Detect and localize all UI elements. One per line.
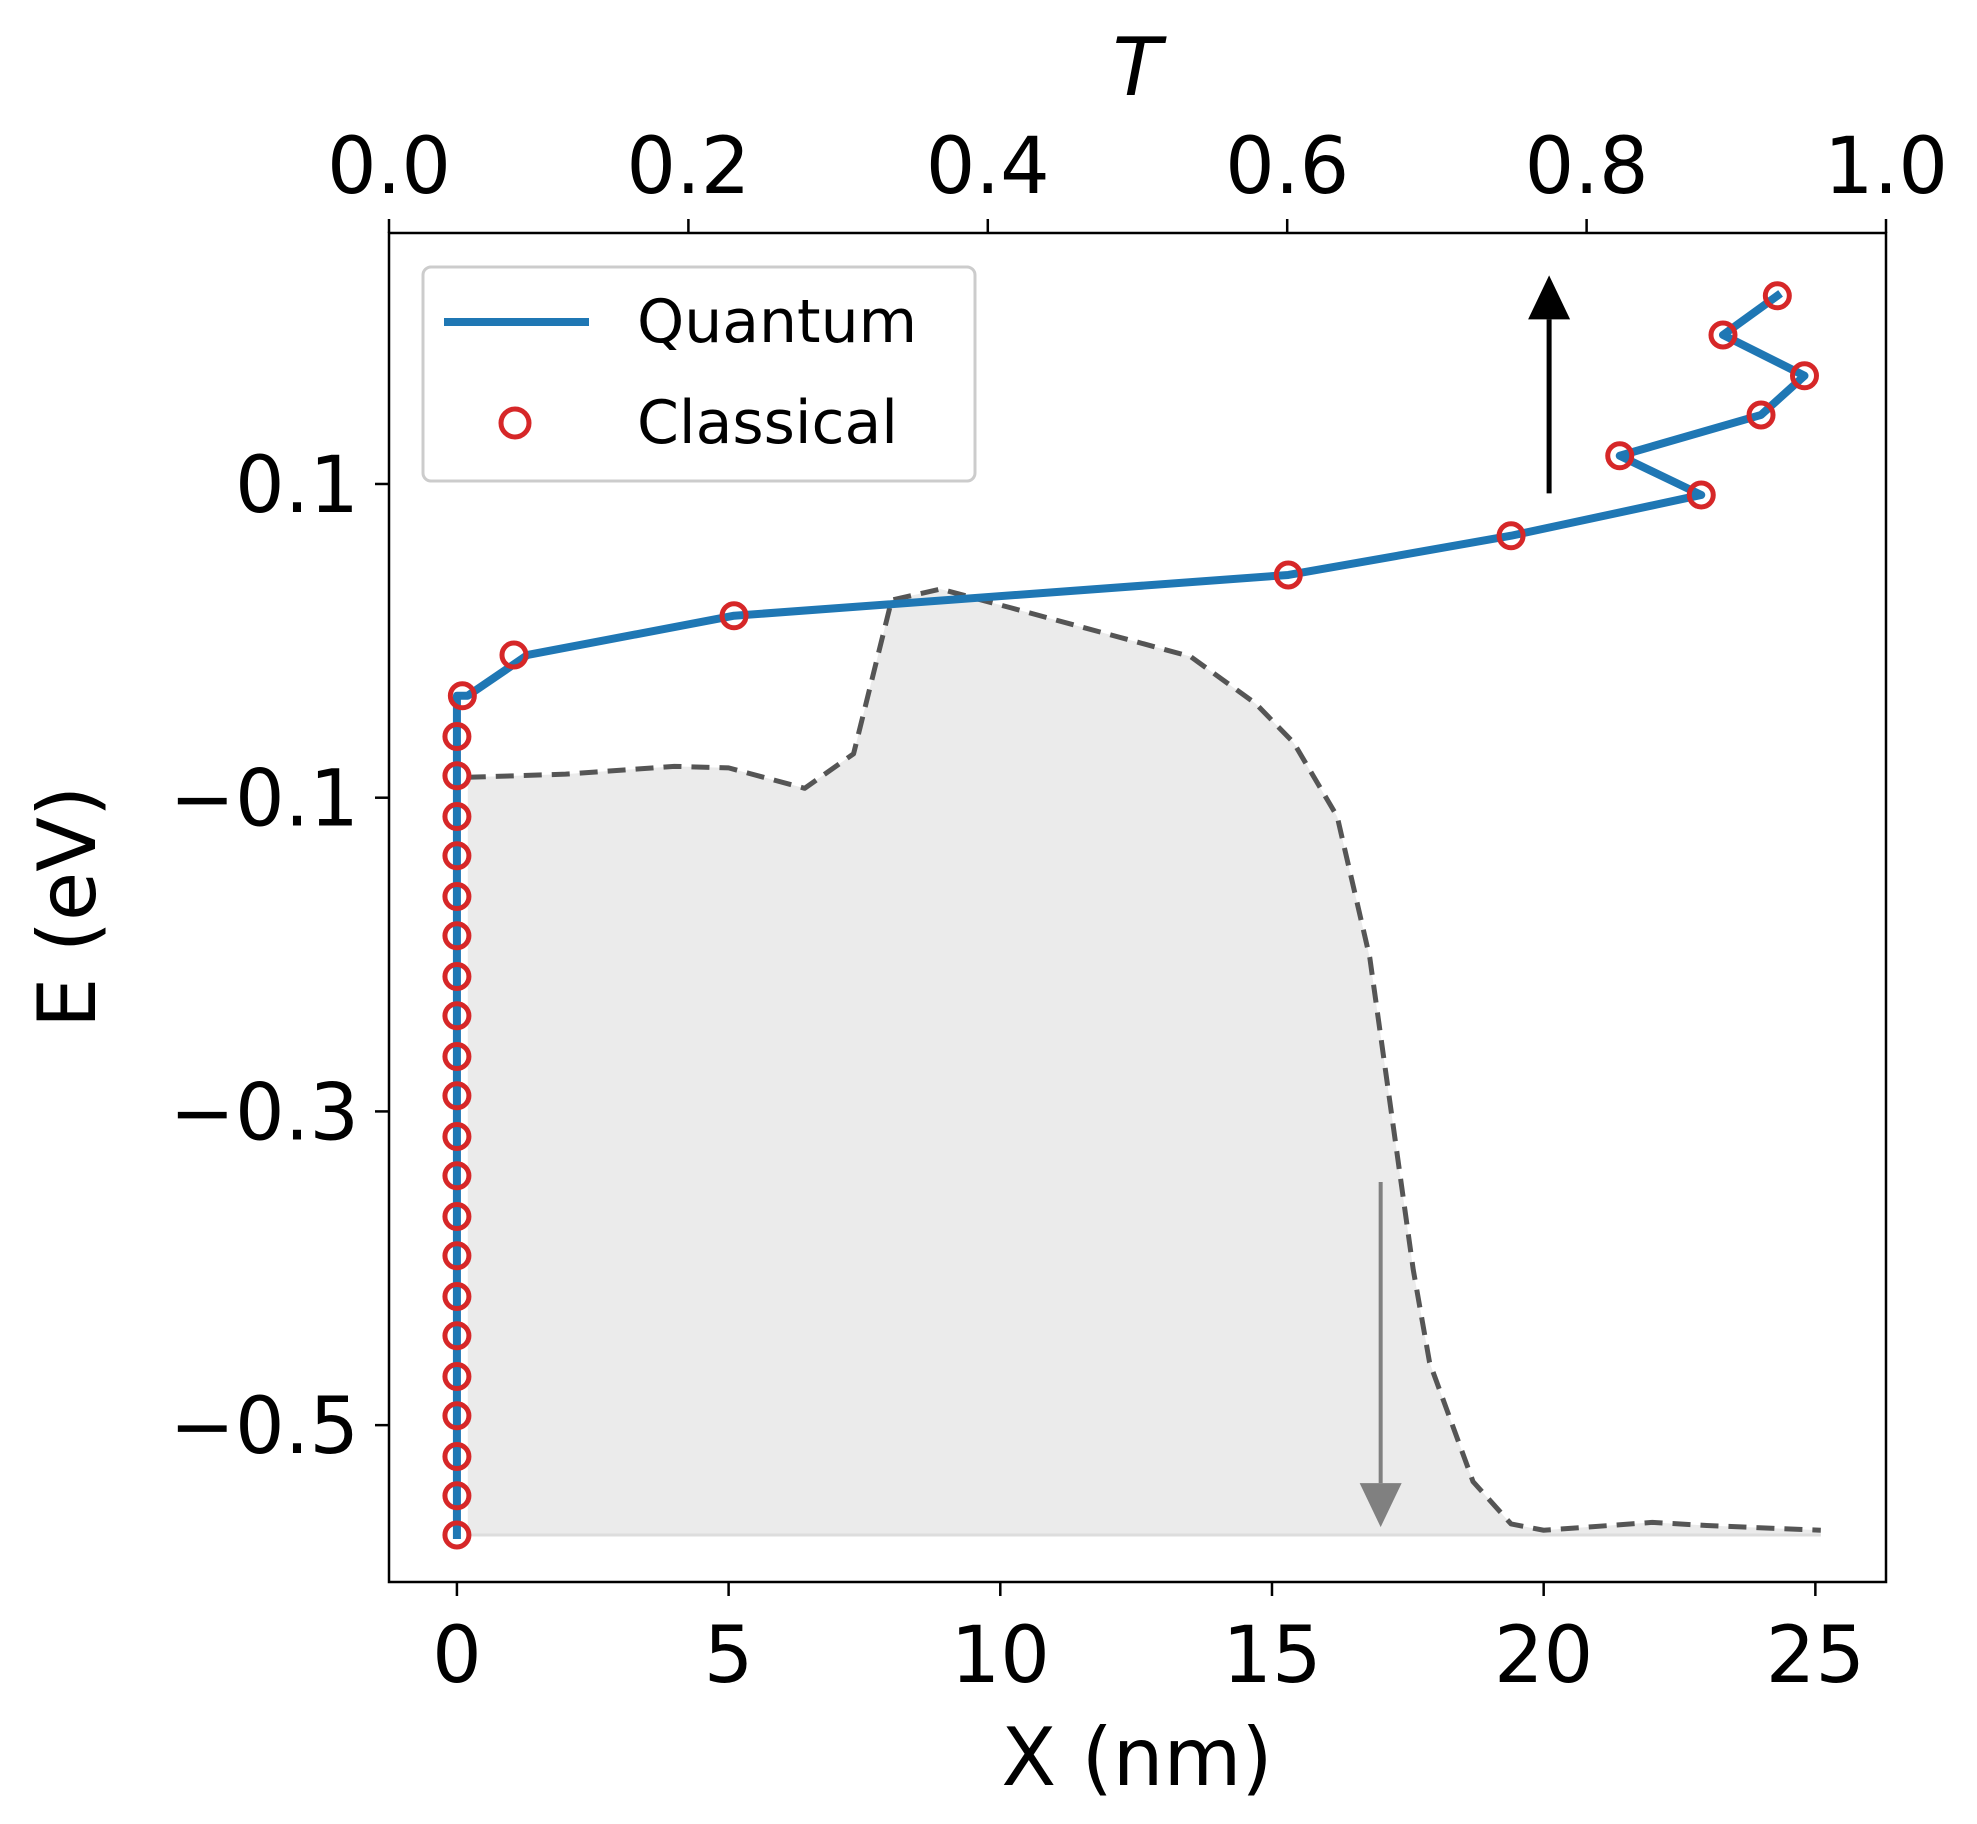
x-axis-label: X (nm) <box>1001 1711 1272 1804</box>
plot-area <box>442 281 1821 1550</box>
top-x-tick-label: 1.0 <box>1824 122 1948 212</box>
annotations <box>1359 275 1571 1528</box>
classical-point <box>442 761 472 791</box>
up-arrow <box>1528 275 1571 494</box>
down-arrow <box>1359 1182 1402 1528</box>
classical-point <box>442 1001 472 1031</box>
y-tick-label: −0.5 <box>170 1382 359 1472</box>
classical-point <box>1605 441 1635 471</box>
classical-point <box>719 601 749 631</box>
classical-point <box>1686 480 1716 510</box>
axes: 0 5 10 15 20 25 0.1 −0.1 −0.3 −0.5 0.0 0.2 0.4 0.6 0.8… <box>170 122 1948 1701</box>
classical-point <box>1273 560 1303 590</box>
legend-classical-marker <box>498 406 532 440</box>
classical-point <box>442 1401 472 1431</box>
classical-point <box>442 921 472 951</box>
classical-point <box>442 1520 472 1550</box>
classical-point <box>442 1122 472 1152</box>
legend: Quantum Classical <box>421 265 977 483</box>
classical-point <box>499 640 529 670</box>
classical-point <box>1496 521 1526 551</box>
classical-point <box>442 1442 472 1472</box>
classical-point <box>442 962 472 992</box>
distribution-fill <box>467 589 1821 1535</box>
classical-point <box>1746 400 1776 430</box>
classical-point <box>442 722 472 752</box>
classical-point <box>442 1042 472 1072</box>
top-x-tick-label: 0.2 <box>626 122 750 212</box>
y-tick-label: 0.1 <box>235 441 359 531</box>
classical-point <box>442 1241 472 1271</box>
classical-point <box>442 802 472 832</box>
legend-quantum-label: Quantum <box>637 287 917 357</box>
classical-point <box>442 1282 472 1312</box>
y-axis-label: E (eV) <box>21 786 114 1028</box>
x-tick-label: 25 <box>1766 1611 1865 1701</box>
classical-point <box>1789 361 1819 391</box>
arrow-head <box>1359 1483 1402 1528</box>
classical-point <box>1708 320 1738 350</box>
x-tick-label: 0 <box>432 1611 482 1701</box>
plot-frame <box>387 231 1888 1584</box>
x-tick-label: 5 <box>704 1611 754 1701</box>
classical-point <box>442 1481 472 1511</box>
classical-point <box>442 1202 472 1232</box>
classical-point <box>1762 281 1792 311</box>
classical-point <box>442 882 472 912</box>
classical-point <box>442 1081 472 1111</box>
top-x-tick-label: 0.8 <box>1525 122 1649 212</box>
x-tick-label: 20 <box>1494 1611 1593 1701</box>
top-x-tick-label: 0.0 <box>327 122 451 212</box>
classical-point <box>442 841 472 871</box>
classical-point <box>442 1362 472 1392</box>
arrow-head <box>1528 275 1571 320</box>
top-x-axis-label: T <box>1113 21 1168 114</box>
x-tick-label: 10 <box>951 1611 1050 1701</box>
legend-classical-label: Classical <box>637 388 898 458</box>
top-x-tick-label: 0.6 <box>1225 122 1349 212</box>
classical-point <box>442 1161 472 1191</box>
y-tick-label: −0.1 <box>170 755 359 845</box>
quantum-line <box>452 290 1809 1539</box>
y-tick-label: −0.3 <box>170 1068 359 1158</box>
x-tick-label: 15 <box>1222 1611 1321 1701</box>
classical-point <box>447 681 477 711</box>
top-x-tick-label: 0.4 <box>926 122 1050 212</box>
classical-point <box>442 1321 472 1351</box>
